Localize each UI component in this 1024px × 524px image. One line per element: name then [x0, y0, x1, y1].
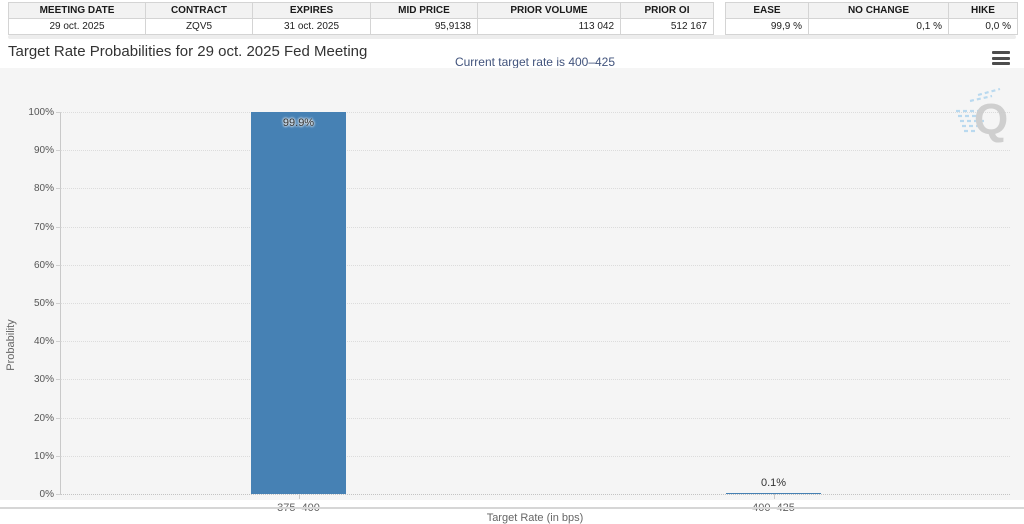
y-axis-tick — [56, 455, 61, 457]
contract-table-row: 29 oct. 2025 ZQV5 31 oct. 2025 95,9138 1… — [8, 18, 714, 35]
x-axis-tick — [298, 494, 300, 499]
no-change-value: 0,1 % — [808, 18, 949, 35]
y-axis-tick — [56, 264, 61, 266]
expires-value: 31 oct. 2025 — [252, 18, 371, 35]
gridline-90 — [61, 150, 1010, 152]
y-axis-tick — [56, 341, 61, 343]
col-hike: HIKE — [948, 2, 1018, 19]
y-axis-label-30: 30% — [33, 374, 54, 386]
svg-text:Q: Q — [974, 95, 1008, 144]
meeting-date-value: 29 oct. 2025 — [8, 18, 146, 35]
gridline-50 — [61, 303, 1010, 304]
bar-value-label-375–400: 99.9% — [282, 117, 315, 130]
probability-bar-400–425[interactable] — [726, 493, 821, 494]
y-axis-labels: 0% 10% 20% 30% 40% 50% 60% 70% 80% 90% 100% — [0, 107, 54, 500]
contract-table-header-row: MEETING DATE CONTRACT EXPIRES MID PRICE … — [8, 2, 714, 19]
col-expires: EXPIRES — [252, 2, 371, 19]
y-axis-tick — [56, 417, 61, 419]
col-prior-volume: PRIOR VOLUME — [477, 2, 621, 19]
fed-meeting-probability-chart: Target Rate Probabilities for 29 oct. 20… — [0, 38, 1024, 524]
chart-panel: 0% 10% 20% 30% 40% 50% 60% 70% 80% 90% 100% Probab… — [0, 68, 1024, 524]
y-axis-tick — [56, 150, 61, 152]
y-axis-title: Probability — [5, 319, 17, 371]
contract-value: ZQV5 — [145, 18, 253, 35]
probability-bar-375–400[interactable] — [251, 112, 346, 494]
y-axis-tick — [56, 226, 61, 228]
gridline-80 — [61, 188, 1010, 190]
y-axis-tick — [56, 112, 61, 113]
prior-oi-value: 512 167 — [620, 18, 714, 35]
col-no-change: NO CHANGE — [808, 2, 949, 19]
y-axis-label-60: 60% — [33, 259, 54, 271]
chart-title: Target Rate Probabilities for 29 oct. 20… — [8, 43, 368, 60]
probability-summary-table: EASE NO CHANGE HIKE 99,9 % 0,1 % 0,0 % — [725, 2, 1018, 35]
contract-table: MEETING DATE CONTRACT EXPIRES MID PRICE … — [8, 2, 714, 35]
col-ease: EASE — [725, 2, 809, 19]
gridline-100 — [61, 112, 1010, 113]
y-axis-label-10: 10% — [33, 450, 54, 462]
menu-bar — [992, 56, 1010, 60]
y-axis-label-80: 80% — [33, 183, 54, 195]
col-mid-price: MID PRICE — [370, 2, 478, 19]
menu-bar — [992, 51, 1010, 54]
y-axis-tick — [56, 379, 61, 381]
summary-table-header-row: EASE NO CHANGE HIKE — [725, 2, 1018, 19]
y-axis-label-100: 100% — [28, 107, 54, 118]
bar-value-label-400–425: 0.1% — [760, 477, 787, 489]
x-axis-tick — [773, 494, 775, 499]
chart-subtitle: Current target rate is 400–425 — [454, 55, 616, 69]
divider-strip — [8, 35, 1016, 39]
y-axis-label-0: 0% — [39, 489, 54, 500]
gridline-60 — [61, 264, 1010, 266]
hamburger-menu-icon[interactable] — [992, 51, 1010, 65]
prior-volume-value: 113 042 — [477, 18, 621, 35]
summary-table-row: 99,9 % 0,1 % 0,0 % — [725, 18, 1018, 35]
header-tables: MEETING DATE CONTRACT EXPIRES MID PRICE … — [8, 2, 1018, 35]
y-axis-label-40: 40% — [33, 336, 54, 348]
gridline-10 — [61, 455, 1010, 457]
y-axis-label-70: 70% — [33, 221, 54, 233]
plot-area: Probability 99.9%375–4000.1%400–425 — [5, 112, 1010, 514]
y-axis-label-90: 90% — [33, 145, 54, 157]
y-axis-label-50: 50% — [33, 298, 54, 309]
hike-value: 0,0 % — [948, 18, 1018, 35]
y-axis-tick — [56, 494, 61, 495]
col-contract: CONTRACT — [145, 2, 253, 19]
ease-value: 99,9 % — [725, 18, 809, 35]
gridline-30 — [61, 379, 1010, 381]
mid-price-value: 95,9138 — [370, 18, 478, 35]
gridline-20 — [61, 417, 1010, 419]
col-meeting-date: MEETING DATE — [8, 2, 146, 19]
col-prior-oi: PRIOR OI — [620, 2, 714, 19]
y-axis-label-20: 20% — [33, 412, 54, 424]
menu-bar — [992, 62, 1010, 65]
y-axis-tick — [56, 303, 61, 304]
gridline-70 — [61, 226, 1010, 228]
gridline-0 — [61, 494, 1010, 495]
x-axis-title: Target Rate (in bps) — [486, 512, 584, 524]
gridline-40 — [61, 341, 1010, 343]
y-axis-tick — [56, 188, 61, 190]
quikstrike-q-logo: Q — [954, 86, 1016, 146]
bottom-border — [0, 507, 1024, 509]
